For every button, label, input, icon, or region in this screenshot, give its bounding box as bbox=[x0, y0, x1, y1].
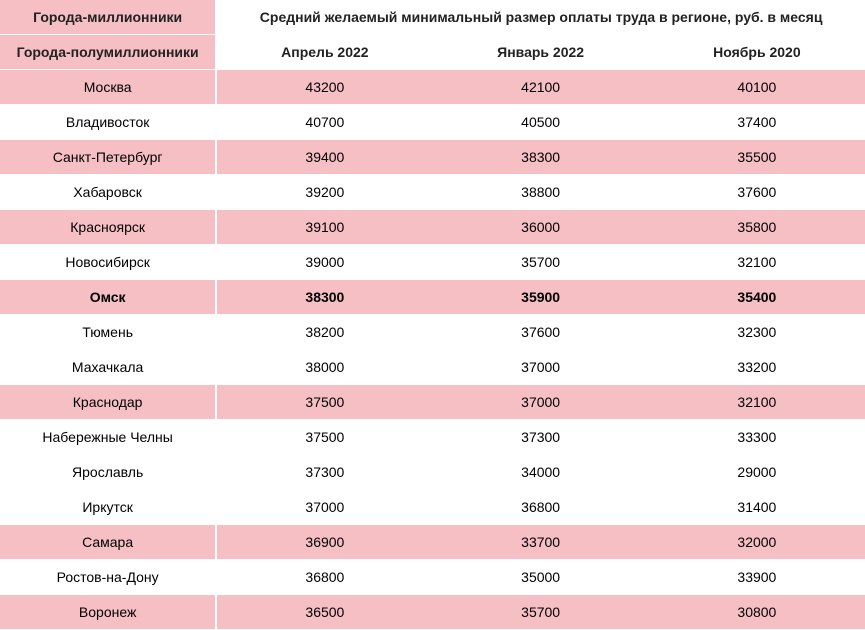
value-cell: 40500 bbox=[433, 105, 649, 140]
city-cell: Махачкала bbox=[0, 350, 216, 385]
value-cell: 36900 bbox=[216, 525, 432, 560]
city-cell: Набережные Челны bbox=[0, 420, 216, 455]
city-cell: Самара bbox=[0, 525, 216, 560]
value-cell: 35400 bbox=[649, 280, 865, 315]
value-cell: 36800 bbox=[433, 490, 649, 525]
value-cell: 33300 bbox=[649, 420, 865, 455]
value-cell: 42100 bbox=[433, 70, 649, 105]
table-row: Ярославль373003400029000 bbox=[0, 455, 865, 490]
table-row: Ростов-на-Дону368003500033900 bbox=[0, 560, 865, 595]
city-cell: Воронеж bbox=[0, 595, 216, 630]
city-cell: Санкт-Петербург bbox=[0, 140, 216, 175]
table-row: Москва432004210040100 bbox=[0, 70, 865, 105]
city-cell: Ростов-на-Дону bbox=[0, 560, 216, 595]
value-cell: 35000 bbox=[433, 560, 649, 595]
column-period-1: Апрель 2022 bbox=[216, 35, 432, 70]
city-cell: Владивосток bbox=[0, 105, 216, 140]
city-cell: Тюмень bbox=[0, 315, 216, 350]
value-cell: 38200 bbox=[216, 315, 432, 350]
value-cell: 40700 bbox=[216, 105, 432, 140]
value-cell: 38300 bbox=[433, 140, 649, 175]
table-row: Санкт-Петербург394003830035500 bbox=[0, 140, 865, 175]
value-cell: 37300 bbox=[433, 420, 649, 455]
city-cell: Хабаровск bbox=[0, 175, 216, 210]
value-cell: 35900 bbox=[433, 280, 649, 315]
value-cell: 36500 bbox=[216, 595, 432, 630]
value-cell: 31400 bbox=[649, 490, 865, 525]
value-cell: 35700 bbox=[433, 245, 649, 280]
city-cell: Красноярск bbox=[0, 210, 216, 245]
value-cell: 35700 bbox=[433, 595, 649, 630]
table-row: Тюмень382003760032300 bbox=[0, 315, 865, 350]
value-cell: 35800 bbox=[649, 210, 865, 245]
table-row: Краснодар375003700032100 bbox=[0, 385, 865, 420]
value-cell: 37300 bbox=[216, 455, 432, 490]
value-cell: 29000 bbox=[649, 455, 865, 490]
value-cell: 39100 bbox=[216, 210, 432, 245]
value-cell: 37000 bbox=[433, 350, 649, 385]
table-row: Омск383003590035400 bbox=[0, 280, 865, 315]
table-row: Владивосток407004050037400 bbox=[0, 105, 865, 140]
table-row: Новосибирск390003570032100 bbox=[0, 245, 865, 280]
value-cell: 32300 bbox=[649, 315, 865, 350]
value-cell: 38800 bbox=[433, 175, 649, 210]
city-cell: Новосибирск bbox=[0, 245, 216, 280]
table-row: Хабаровск392003880037600 bbox=[0, 175, 865, 210]
column-period-3: Ноябрь 2020 bbox=[649, 35, 865, 70]
value-cell: 33200 bbox=[649, 350, 865, 385]
value-cell: 32100 bbox=[649, 385, 865, 420]
table-body: Москва432004210040100Владивосток40700405… bbox=[0, 70, 865, 630]
city-cell: Иркутск bbox=[0, 490, 216, 525]
value-cell: 37500 bbox=[216, 385, 432, 420]
header-row-2: Города-полумиллионники Апрель 2022 Январ… bbox=[0, 35, 865, 70]
value-cell: 37600 bbox=[649, 175, 865, 210]
header-main-title: Средний желаемый минимальный размер опла… bbox=[216, 0, 865, 35]
value-cell: 37000 bbox=[216, 490, 432, 525]
column-period-2: Январь 2022 bbox=[433, 35, 649, 70]
value-cell: 34000 bbox=[433, 455, 649, 490]
header-cities-halfmillion: Города-полумиллионники bbox=[0, 35, 216, 70]
value-cell: 32100 bbox=[649, 245, 865, 280]
value-cell: 33900 bbox=[649, 560, 865, 595]
table-row: Самара369003370032000 bbox=[0, 525, 865, 560]
value-cell: 30800 bbox=[649, 595, 865, 630]
value-cell: 38000 bbox=[216, 350, 432, 385]
value-cell: 37000 bbox=[433, 385, 649, 420]
value-cell: 40100 bbox=[649, 70, 865, 105]
value-cell: 36800 bbox=[216, 560, 432, 595]
table-row: Воронеж365003570030800 bbox=[0, 595, 865, 630]
value-cell: 32000 bbox=[649, 525, 865, 560]
header-cities-million: Города-миллионники bbox=[0, 0, 216, 35]
table-row: Красноярск391003600035800 bbox=[0, 210, 865, 245]
value-cell: 43200 bbox=[216, 70, 432, 105]
value-cell: 37400 bbox=[649, 105, 865, 140]
value-cell: 36000 bbox=[433, 210, 649, 245]
salary-table: Города-миллионники Средний желаемый мини… bbox=[0, 0, 865, 630]
table-row: Махачкала380003700033200 bbox=[0, 350, 865, 385]
table-row: Иркутск370003680031400 bbox=[0, 490, 865, 525]
header-row-1: Города-миллионники Средний желаемый мини… bbox=[0, 0, 865, 35]
city-cell: Омск bbox=[0, 280, 216, 315]
value-cell: 33700 bbox=[433, 525, 649, 560]
value-cell: 37500 bbox=[216, 420, 432, 455]
value-cell: 39200 bbox=[216, 175, 432, 210]
value-cell: 37600 bbox=[433, 315, 649, 350]
value-cell: 38300 bbox=[216, 280, 432, 315]
table-row: Набережные Челны375003730033300 bbox=[0, 420, 865, 455]
city-cell: Москва bbox=[0, 70, 216, 105]
city-cell: Краснодар bbox=[0, 385, 216, 420]
city-cell: Ярославль bbox=[0, 455, 216, 490]
value-cell: 35500 bbox=[649, 140, 865, 175]
value-cell: 39400 bbox=[216, 140, 432, 175]
value-cell: 39000 bbox=[216, 245, 432, 280]
